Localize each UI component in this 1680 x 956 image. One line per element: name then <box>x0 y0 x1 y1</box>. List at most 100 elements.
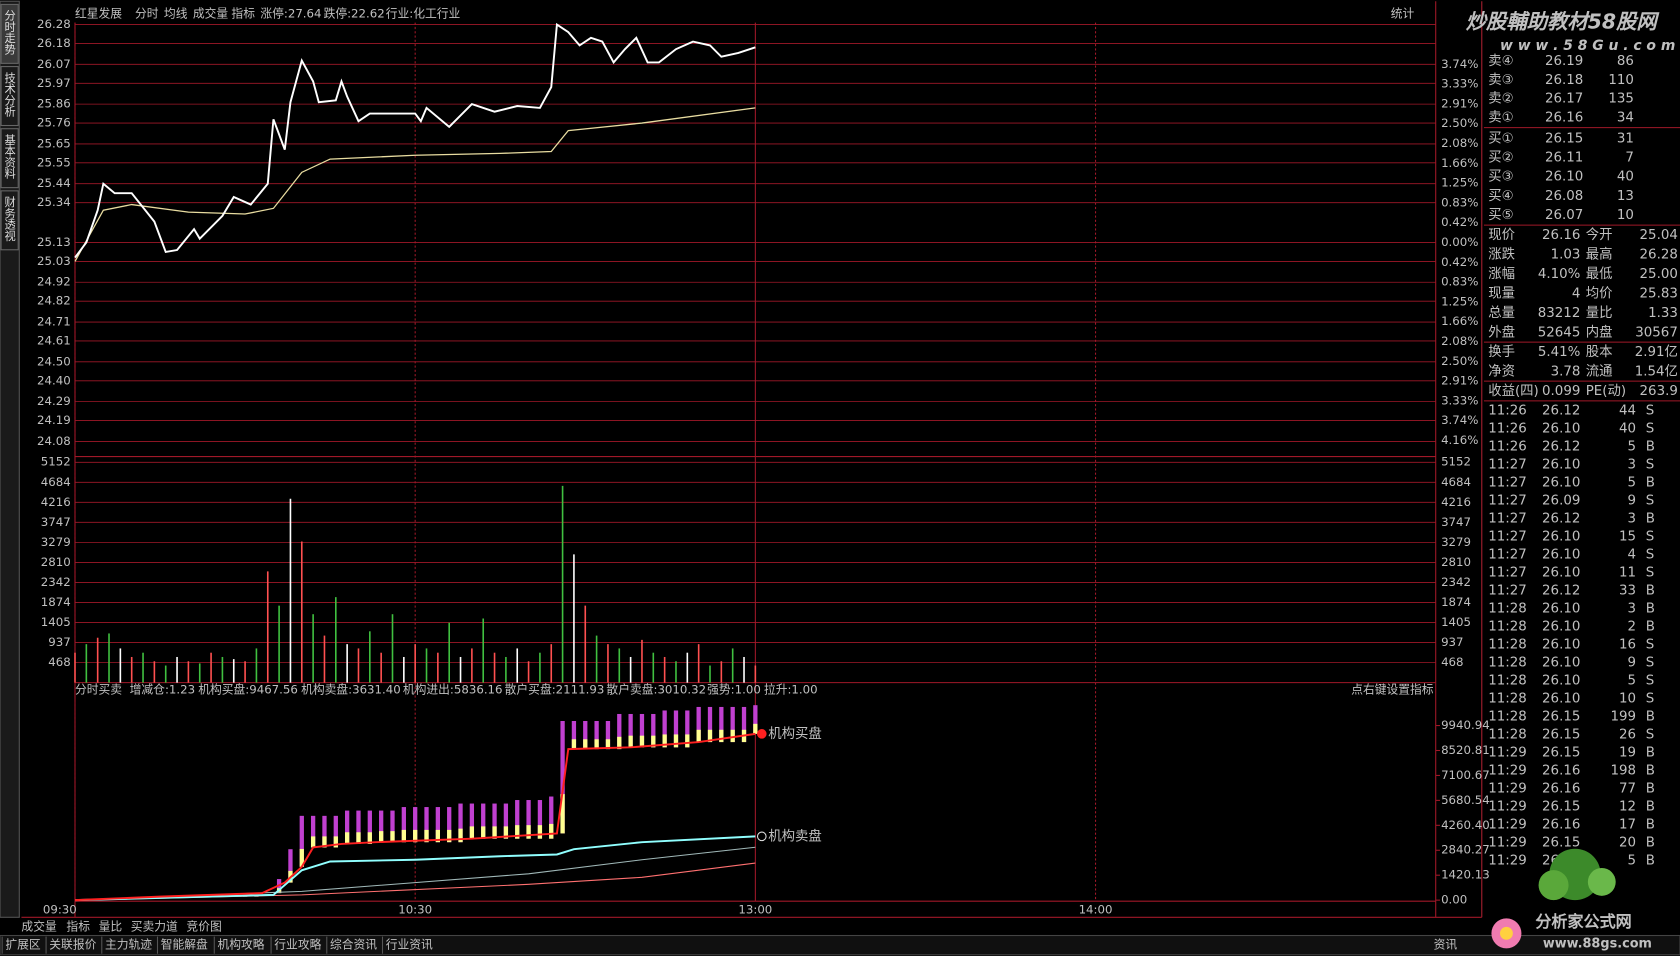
volume-tick-label-right: 2810 <box>1441 555 1471 569</box>
price-tick-label: 26.18 <box>37 36 71 50</box>
trade-time: 11:29 <box>1488 799 1527 814</box>
trade-volume: 17 <box>1619 817 1636 832</box>
percent-tick-label: 2.91% <box>1441 373 1478 387</box>
band-bar <box>594 721 599 750</box>
price-tick-label: 24.61 <box>37 333 71 347</box>
time-label: 14:00 <box>1079 902 1113 916</box>
band-bar <box>583 721 588 750</box>
volume-tick-label: 468 <box>48 655 70 669</box>
bottom-right-tab[interactable]: 资讯 <box>1434 938 1458 952</box>
band-bar <box>719 706 724 743</box>
band-bar <box>639 713 645 748</box>
band-bar-lower <box>605 739 611 750</box>
band-bar-lower <box>469 826 475 839</box>
percent-tick-label: 2.91% <box>1441 97 1478 111</box>
quote-label: 现量 <box>1488 285 1515 301</box>
band-bar-lower <box>390 831 395 843</box>
trade-direction: S <box>1646 494 1655 509</box>
quote-label: 流通 <box>1586 363 1613 379</box>
bottom-tab[interactable]: 行业资讯 <box>386 938 433 952</box>
left-tab-label[interactable]: 财务透视 <box>3 195 16 241</box>
quote-label: 最高 <box>1586 245 1613 262</box>
percent-tick-label: 3.33% <box>1441 393 1478 407</box>
header-item[interactable]: 均线 <box>164 7 188 21</box>
trade-direction: B <box>1646 619 1655 634</box>
price-tick-label: 25.86 <box>37 97 71 111</box>
left-tab-label[interactable]: 分时走势 <box>3 10 16 55</box>
series-marker <box>756 729 767 739</box>
logo-flower <box>1500 926 1513 940</box>
percent-tick-label: 1.66% <box>1441 314 1478 328</box>
band-bar-lower <box>526 825 531 839</box>
quote-value: 1.03 <box>1551 247 1581 262</box>
indicator-tick-label: 4260.40 <box>1441 818 1490 832</box>
quote-label: 总量 <box>1488 305 1515 321</box>
volume-tick-label: 3279 <box>41 535 71 549</box>
band-bar <box>628 713 633 748</box>
band-bar-lower <box>753 723 758 734</box>
quote-value: 30567 <box>1635 325 1678 340</box>
bottom-tab[interactable]: 扩展区 <box>5 938 41 952</box>
book-label: 买③ <box>1488 169 1513 185</box>
logo-tree <box>1587 868 1616 896</box>
band-bar-lower <box>503 826 509 839</box>
book-label: 买④ <box>1488 188 1513 204</box>
band-bar <box>424 807 429 843</box>
quote-label: 收益(四) <box>1488 383 1539 399</box>
header-item[interactable]: 成交量 <box>193 7 229 21</box>
percent-tick-label: 1.25% <box>1441 175 1478 189</box>
watermark-url: w w w . 5 8 G u . c o m <box>1500 38 1675 54</box>
percent-tick-label: 4.16% <box>1441 433 1478 447</box>
volume-tick-label-right: 4684 <box>1441 475 1471 489</box>
book-label: 卖④ <box>1488 53 1513 69</box>
band-bar <box>526 800 531 839</box>
percent-tick-label: 1.66% <box>1441 156 1478 170</box>
sub-tab[interactable]: 成交量 <box>21 919 57 933</box>
trade-direction: B <box>1646 782 1655 797</box>
sub-tab[interactable]: 量比 <box>99 919 123 933</box>
trade-volume: 9 <box>1628 656 1637 671</box>
trade-volume: 77 <box>1619 782 1636 797</box>
header-item[interactable]: 分时 <box>135 7 159 21</box>
indicator-reading: 拉升:1.00 <box>764 683 818 697</box>
book-volume: 7 <box>1625 151 1634 166</box>
left-tab-label[interactable]: 技术分析 <box>3 72 16 118</box>
sub-tab[interactable]: 买卖力道 <box>131 919 178 933</box>
band-bar-lower <box>662 734 667 748</box>
trade-time: 11:27 <box>1488 584 1527 599</box>
left-tab-label[interactable]: 基本资料 <box>3 134 16 180</box>
bottom-tab[interactable]: 机构攻略 <box>218 938 265 952</box>
book-volume: 86 <box>1617 54 1634 69</box>
volume-tick-label: 4216 <box>41 495 71 509</box>
band-bar-lower <box>367 832 372 844</box>
left-tab[interactable] <box>0 66 19 127</box>
trade-direction: S <box>1646 421 1655 436</box>
band-bar <box>741 706 747 743</box>
sub-tab[interactable]: 指标 <box>66 919 90 933</box>
trade-price: 26.12 <box>1542 512 1580 527</box>
left-tab[interactable] <box>0 190 19 251</box>
band-bar-lower <box>594 739 599 750</box>
band-bar-lower <box>549 823 554 839</box>
header-item[interactable]: 指标 <box>231 7 255 21</box>
trade-direction: S <box>1646 566 1655 581</box>
left-tab[interactable] <box>0 3 19 64</box>
bottom-tab[interactable]: 关联报价 <box>49 938 96 952</box>
bottom-tab[interactable]: 主力轨迹 <box>105 938 152 952</box>
trade-volume: 12 <box>1619 799 1636 814</box>
volume-tick-label: 2810 <box>41 555 71 569</box>
bottom-tab[interactable]: 行业攻略 <box>274 938 321 952</box>
bottom-tab[interactable]: 智能解盘 <box>161 938 208 952</box>
logo-url: www.88gs.com <box>1543 937 1652 952</box>
left-tab[interactable] <box>0 128 19 189</box>
stats-button[interactable]: 统计 <box>1391 7 1415 21</box>
price-tick-label: 25.76 <box>37 116 71 130</box>
band-bar-lower <box>571 739 577 750</box>
trade-volume: 33 <box>1619 584 1636 599</box>
sub-tab[interactable]: 竞价图 <box>186 919 221 933</box>
bottom-tab[interactable]: 综合资讯 <box>330 938 377 952</box>
trade-direction: S <box>1646 656 1655 671</box>
band-bar-lower <box>617 736 622 750</box>
percent-tick-label: 2.08% <box>1441 334 1478 348</box>
